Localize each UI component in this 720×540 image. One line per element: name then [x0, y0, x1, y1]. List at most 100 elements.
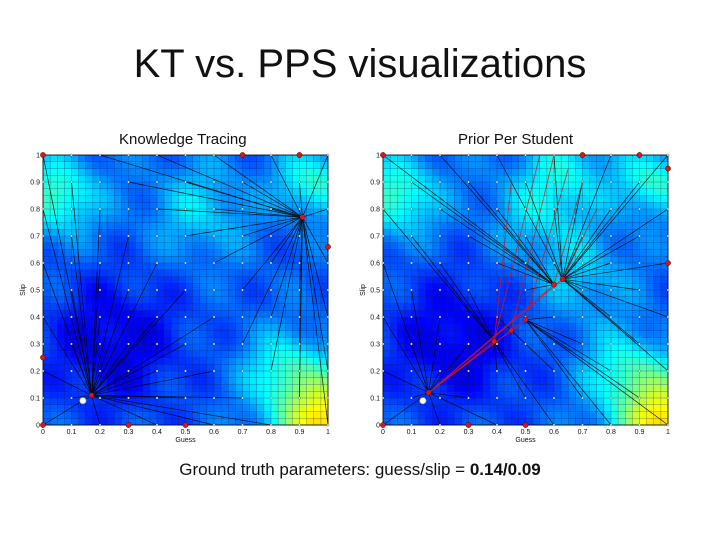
pps-heatmap-cell: [525, 236, 533, 244]
pps-heatmap-cell: [575, 350, 583, 358]
kt-heatmap-cell: [249, 155, 258, 163]
pps-heatmap-cell: [660, 377, 669, 385]
pps-heatmap-cell: [639, 364, 647, 372]
pps-heatmap-cell: [611, 269, 619, 277]
kt-heatmap-cell: [78, 283, 87, 291]
pps-heatmap-cell: [639, 188, 647, 196]
kt-heatmap-cell: [149, 236, 158, 244]
pps-heatmap-cell: [454, 344, 462, 352]
pps-heatmap-cell: [546, 168, 555, 176]
kt-grid-node: [70, 369, 73, 373]
pps-grid-node: [552, 369, 556, 373]
pps-heatmap-cell: [447, 303, 455, 311]
kt-heatmap-cell: [313, 269, 322, 277]
pps-heatmap-cell: [454, 391, 462, 399]
kt-heatmap-cell: [107, 418, 115, 426]
kt-heatmap-cell: [178, 337, 186, 345]
pps-heatmap-cell: [390, 182, 398, 190]
kt-heatmap-cell: [320, 249, 329, 257]
kt-heatmap-cell: [192, 229, 201, 237]
kt-heatmap-cell: [71, 317, 79, 325]
pps-heatmap-cell: [625, 337, 633, 345]
pps-heatmap-cell: [447, 249, 455, 257]
kt-heatmap-cell: [100, 290, 108, 298]
pps-heatmap-cell: [447, 391, 455, 399]
pps-heatmap-cell: [546, 215, 555, 223]
kt-heatmap-cell: [114, 222, 122, 230]
pps-heatmap-cell: [418, 283, 427, 291]
kt-heatmap-cell: [64, 357, 72, 365]
kt-heatmap-cell: [306, 404, 315, 412]
kt-heatmap-cell: [142, 337, 151, 345]
pps-heatmap-cell: [653, 168, 662, 176]
pps-grid-node: [381, 207, 385, 211]
kt-heatmap-cell: [235, 269, 243, 277]
pps-heatmap-cell: [454, 337, 462, 345]
pps-heatmap-cell: [561, 188, 569, 196]
kt-heatmap-cell: [221, 398, 229, 406]
pps-start-point: [636, 152, 643, 158]
pps-heatmap-cell: [411, 391, 419, 399]
kt-heatmap-cell: [64, 168, 72, 176]
kt-heatmap-cell: [92, 215, 101, 223]
kt-heatmap-cell: [199, 182, 208, 190]
kt-heatmap-cell: [64, 337, 72, 345]
pps-heatmap-cell: [397, 276, 405, 284]
kt-heatmap-cell: [242, 344, 250, 352]
kt-heatmap-cell: [78, 337, 87, 345]
pps-heatmap-cell: [468, 161, 476, 169]
kt-heatmap-cell: [171, 276, 179, 284]
kt-heatmap-cell: [85, 344, 94, 352]
kt-heatmap-cell: [185, 344, 193, 352]
kt-heatmap-cell: [292, 161, 300, 169]
pps-grid-node: [552, 342, 556, 346]
kt-heatmap-cell: [242, 411, 250, 419]
pps-grid-node: [381, 342, 385, 346]
kt-heatmap-cell: [135, 222, 144, 230]
kt-heatmap-cell: [214, 296, 222, 304]
pps-heatmap-cell: [390, 337, 398, 345]
kt-heatmap-cell: [92, 411, 101, 419]
kt-heatmap-cell: [92, 404, 101, 412]
pps-red-trajectory-line: [428, 278, 563, 393]
kt-heatmap-cell: [271, 276, 279, 284]
kt-heatmap-cell: [299, 371, 307, 379]
kt-heatmap-cell: [192, 276, 201, 284]
pps-heatmap-cell: [539, 296, 548, 304]
pps-heatmap-cell: [625, 256, 633, 264]
kt-heatmap-cell: [92, 202, 101, 210]
kt-grid-node: [155, 342, 159, 346]
kt-heatmap-cell: [271, 290, 279, 298]
pps-heatmap-cell: [618, 182, 626, 190]
pps-heatmap-cell: [561, 256, 569, 264]
kt-heatmap-cell: [128, 256, 136, 264]
pps-heatmap-cell: [504, 317, 512, 325]
pps-heatmap-cell: [554, 242, 562, 250]
kt-heatmap-cell: [50, 215, 58, 223]
pps-heatmap-cell: [568, 236, 576, 244]
kt-start-point: [182, 422, 189, 428]
kt-heatmap-cell: [278, 418, 286, 426]
kt-heatmap-cell: [221, 290, 229, 298]
pps-heatmap-cell: [618, 337, 626, 345]
pps-heatmap-cell: [518, 161, 526, 169]
kt-heatmap-cell: [263, 209, 272, 217]
kt-heatmap-cell: [64, 256, 72, 264]
kt-trajectory-line: [185, 216, 303, 237]
kt-heatmap-cell: [149, 310, 158, 318]
pps-trajectory-line: [562, 278, 612, 318]
kt-heatmap-cell: [107, 263, 115, 271]
kt-heatmap-cell: [142, 296, 151, 304]
kt-heatmap-cell: [263, 418, 272, 426]
kt-heatmap-cell: [178, 404, 186, 412]
pps-heatmap-cell: [489, 317, 498, 325]
kt-x-tick-label: 1: [326, 429, 330, 436]
kt-heatmap-cell: [107, 229, 115, 237]
kt-heatmap-cell: [313, 195, 322, 203]
pps-heatmap-cell: [397, 202, 405, 210]
pps-heatmap-cell: [404, 161, 412, 169]
pps-heatmap-cell: [653, 391, 662, 399]
pps-heatmap-cell: [539, 168, 548, 176]
pps-heatmap-cell: [554, 168, 562, 176]
pps-heatmap-cell: [632, 296, 640, 304]
